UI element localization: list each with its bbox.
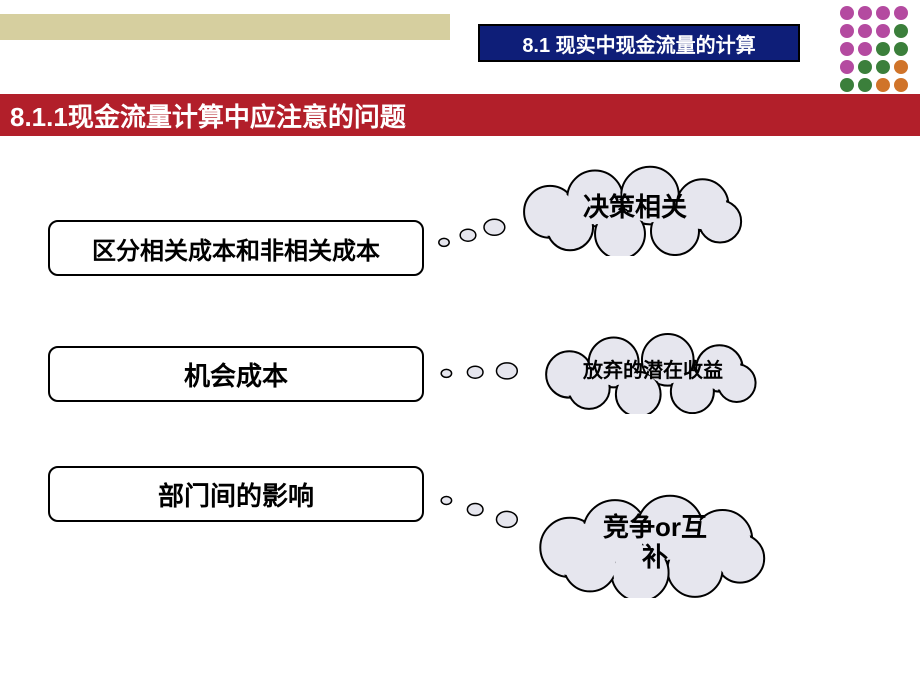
concept-box: 部门间的影响 <box>48 466 424 522</box>
decor-dot <box>858 60 872 74</box>
decor-dot <box>894 78 908 92</box>
diagram-row: 机会成本 放弃的潜在收益 <box>0 310 920 440</box>
thought-cloud: 决策相关 <box>510 160 760 256</box>
decor-dot <box>840 42 854 56</box>
decor-dot <box>840 24 854 38</box>
cloud-label: 决策相关 <box>575 193 695 223</box>
breadcrumb-text: 8.1 现实中现金流量的计算 <box>522 29 755 58</box>
section-title-text: 8.1.1现金流量计算中应注意的问题 <box>10 97 406 134</box>
thought-trail <box>420 358 540 386</box>
decor-dot <box>858 6 872 20</box>
decor-dot <box>894 6 908 20</box>
decor-dot <box>858 42 872 56</box>
decor-dot <box>876 78 890 92</box>
section-title-bar: 8.1.1现金流量计算中应注意的问题 <box>0 94 920 136</box>
diagram-row: 部门间的影响竞争or互补 <box>0 440 920 620</box>
thought-trail <box>420 210 524 258</box>
decor-dot <box>894 42 908 56</box>
cloud-label: 放弃的潜在收益 <box>575 360 731 383</box>
thought-trail <box>420 484 540 538</box>
diagram-area: 区分相关成本和非相关成本 决策相关机会成本 放弃的潜在收益部门间的影响竞争or互补 <box>0 160 920 620</box>
decor-dot <box>858 24 872 38</box>
decor-dot <box>894 24 908 38</box>
concept-box: 区分相关成本和非相关成本 <box>48 220 424 276</box>
decor-dot <box>840 78 854 92</box>
decor-dot <box>858 78 872 92</box>
decor-dot <box>840 6 854 20</box>
decor-dot <box>876 24 890 38</box>
diagram-row: 区分相关成本和非相关成本 决策相关 <box>0 160 920 310</box>
thought-cloud: 竞争or互补 <box>530 488 780 598</box>
decor-dot <box>876 60 890 74</box>
decor-dot <box>876 42 890 56</box>
thought-cloud: 放弃的潜在收益 <box>530 328 776 414</box>
cloud-label: 竞争or互补 <box>585 513 725 573</box>
decor-dot <box>840 60 854 74</box>
breadcrumb-chip: 8.1 现实中现金流量的计算 <box>478 24 800 62</box>
decor-dot <box>894 60 908 74</box>
top-accent-bar <box>0 14 450 40</box>
concept-box: 机会成本 <box>48 346 424 402</box>
decor-dot <box>876 6 890 20</box>
